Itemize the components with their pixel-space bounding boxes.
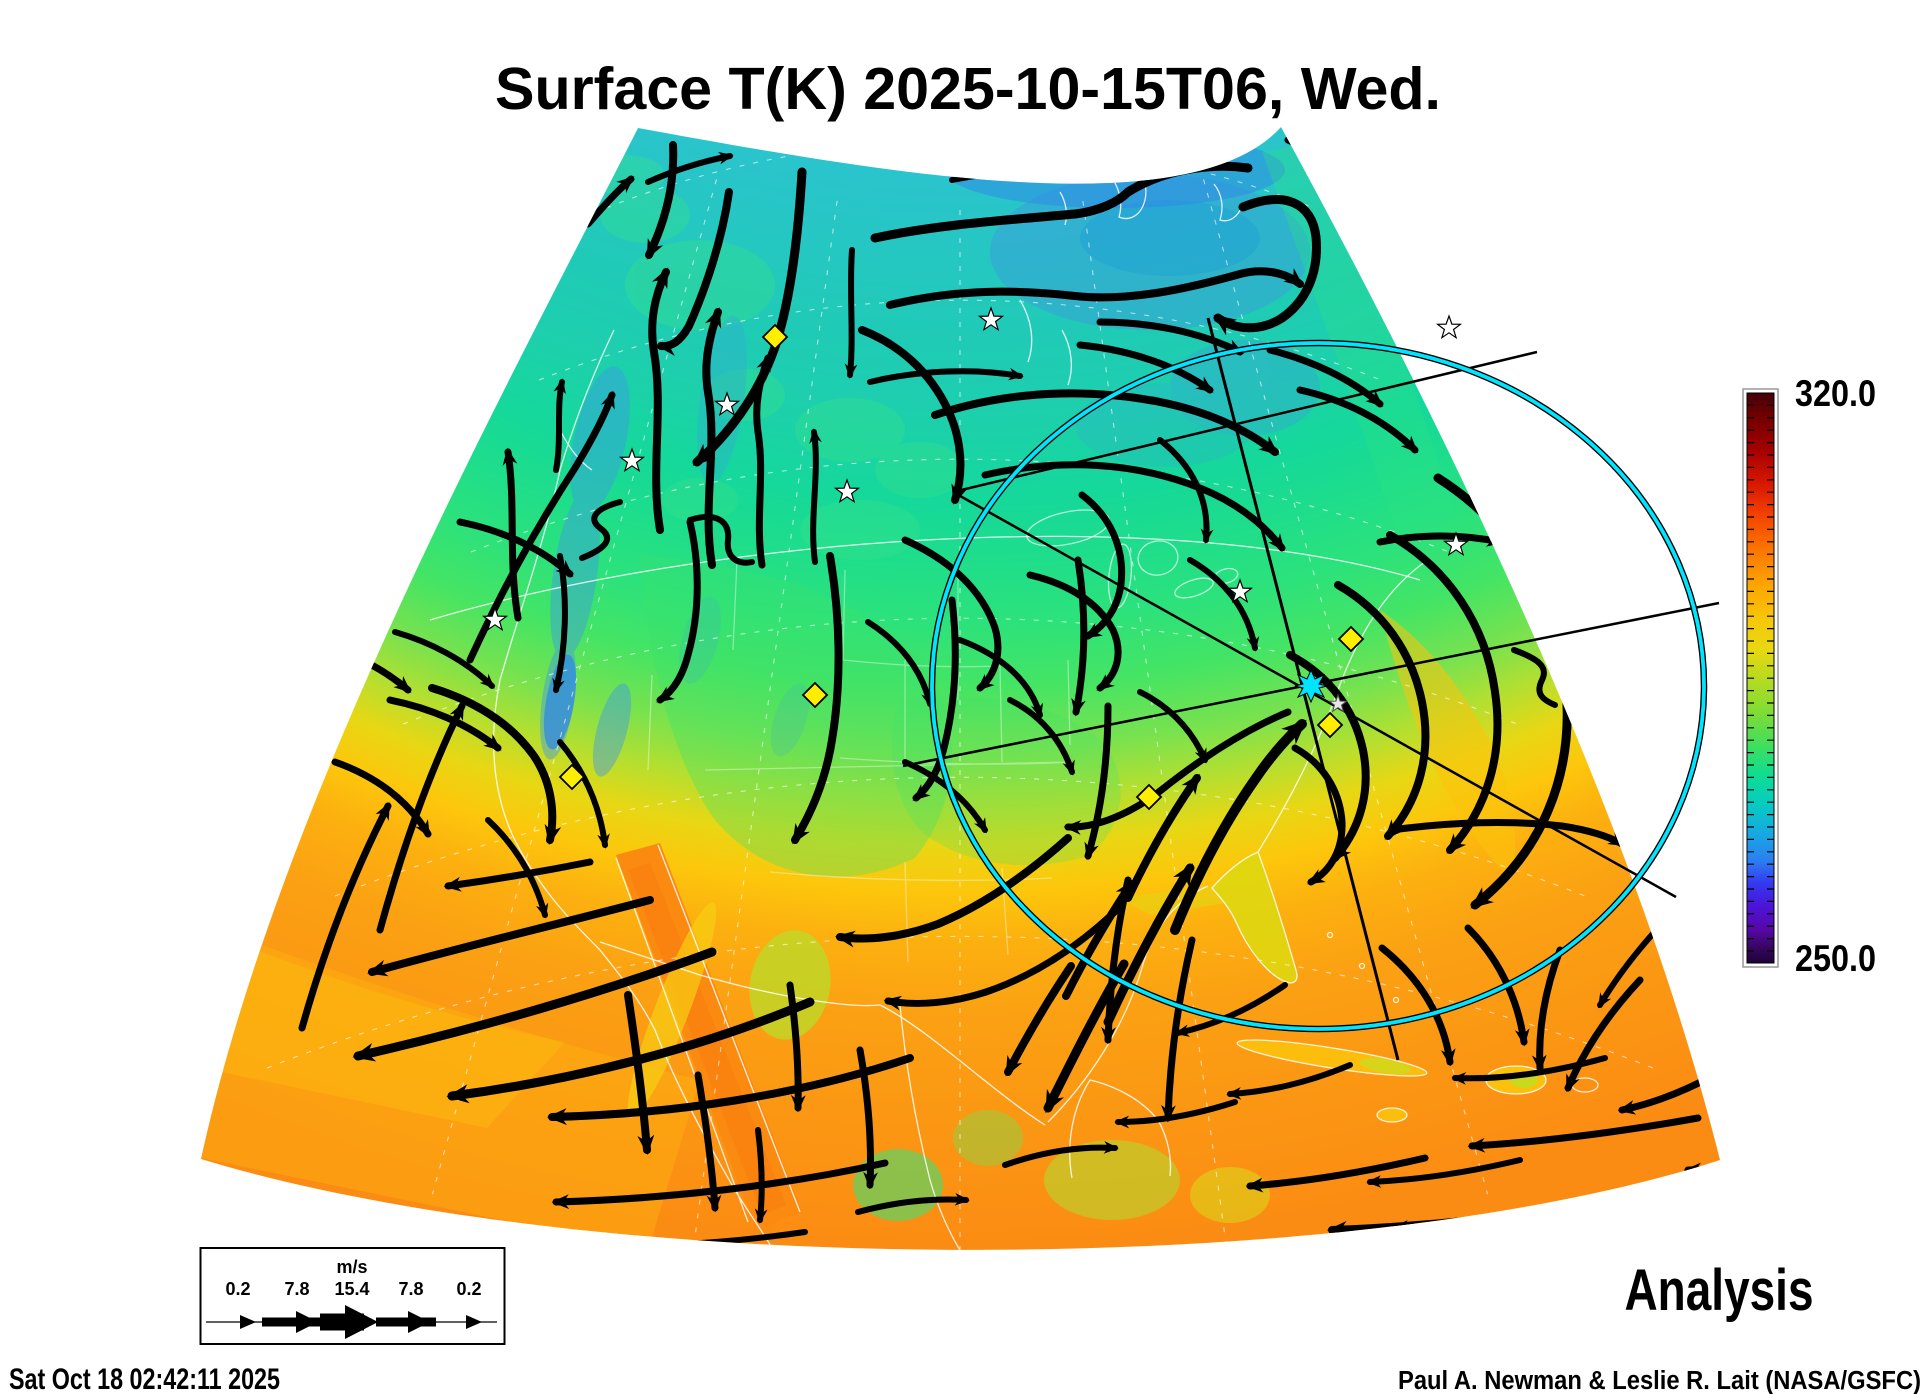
svg-text:Paul A. Newman & Leslie R. Lai: Paul A. Newman & Leslie R. Lait (NASA/GS… [1398, 1367, 1921, 1394]
svg-text:250.0: 250.0 [1795, 937, 1876, 979]
svg-text:Sat Oct 18 02:42:11 2025: Sat Oct 18 02:42:11 2025 [9, 1363, 280, 1394]
svg-text:0.2: 0.2 [225, 1279, 250, 1299]
svg-text:0.2: 0.2 [456, 1279, 481, 1299]
svg-text:320.0: 320.0 [1795, 372, 1876, 414]
svg-text:Surface T(K) 2025-10-15T06, We: Surface T(K) 2025-10-15T06, Wed. [495, 55, 1441, 122]
svg-text:15.4: 15.4 [334, 1279, 369, 1299]
svg-text:7.8: 7.8 [398, 1279, 423, 1299]
svg-text:Analysis: Analysis [1625, 1258, 1814, 1323]
svg-text:7.8: 7.8 [284, 1279, 309, 1299]
svg-text:m/s: m/s [336, 1257, 367, 1277]
